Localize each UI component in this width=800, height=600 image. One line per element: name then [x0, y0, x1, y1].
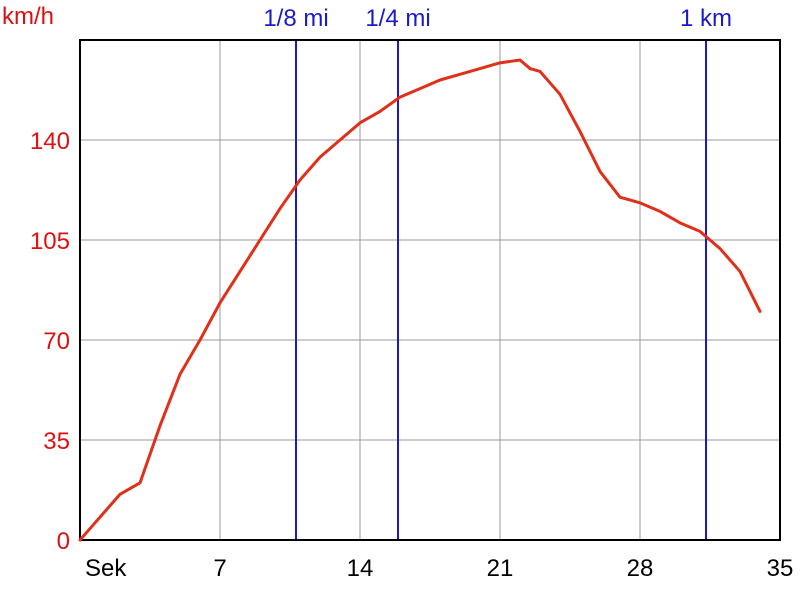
x-tick-label: 14 — [347, 555, 374, 582]
y-tick-label: 0 — [57, 528, 70, 555]
y-tick-labels: 0 35 70 105 140 — [30, 128, 70, 555]
x-tick-label: 7 — [213, 555, 226, 582]
distance-marker-label: 1/4 mi — [365, 5, 430, 32]
y-tick-label: 140 — [30, 128, 70, 155]
y-axis-label: km/h — [2, 3, 54, 30]
y-tick-label: 105 — [30, 228, 70, 255]
distance-markers: 1/8 mi 1/4 mi 1 km — [263, 5, 732, 540]
grid — [80, 40, 780, 540]
x-tick-label: 28 — [627, 555, 654, 582]
x-tick-labels: 7 14 21 28 35 — [213, 555, 793, 582]
distance-marker-label: 1 km — [680, 5, 732, 32]
x-tick-label: 21 — [487, 555, 514, 582]
speed-series — [78, 58, 762, 542]
speed-line — [78, 58, 762, 542]
y-tick-label: 70 — [43, 328, 70, 355]
y-tick-label: 35 — [43, 428, 70, 455]
plot-frame — [79, 39, 781, 541]
x-tick-label: 35 — [767, 555, 794, 582]
distance-marker-label: 1/8 mi — [263, 5, 328, 32]
x-axis-label: Sek — [85, 555, 127, 582]
